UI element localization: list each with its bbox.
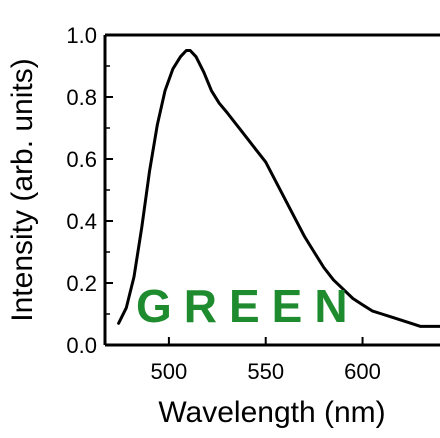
y-tick-label: 0.6 [66, 147, 97, 172]
x-tick-label: 500 [151, 359, 188, 384]
y-tick-label: 0.2 [66, 271, 97, 296]
y-tick-label: 1.0 [66, 23, 97, 48]
x-axis-ticks: 500 550 600 [151, 337, 381, 384]
spectrum-line [117, 49, 440, 328]
x-axis-label: Wavelength (nm) [158, 396, 385, 429]
x-tick-label: 550 [247, 359, 284, 384]
y-axis-ticks: 0.0 0.2 0.4 0.6 0.8 1.0 [66, 23, 113, 358]
y-tick-label: 0.0 [66, 333, 97, 358]
y-tick-label: 0.4 [66, 209, 97, 234]
x-tick-label: 600 [344, 359, 381, 384]
y-axis-label: Intensity (arb. units) [6, 58, 39, 321]
y-tick-label: 0.8 [66, 85, 97, 110]
green-annotation: GREEN [136, 280, 360, 332]
